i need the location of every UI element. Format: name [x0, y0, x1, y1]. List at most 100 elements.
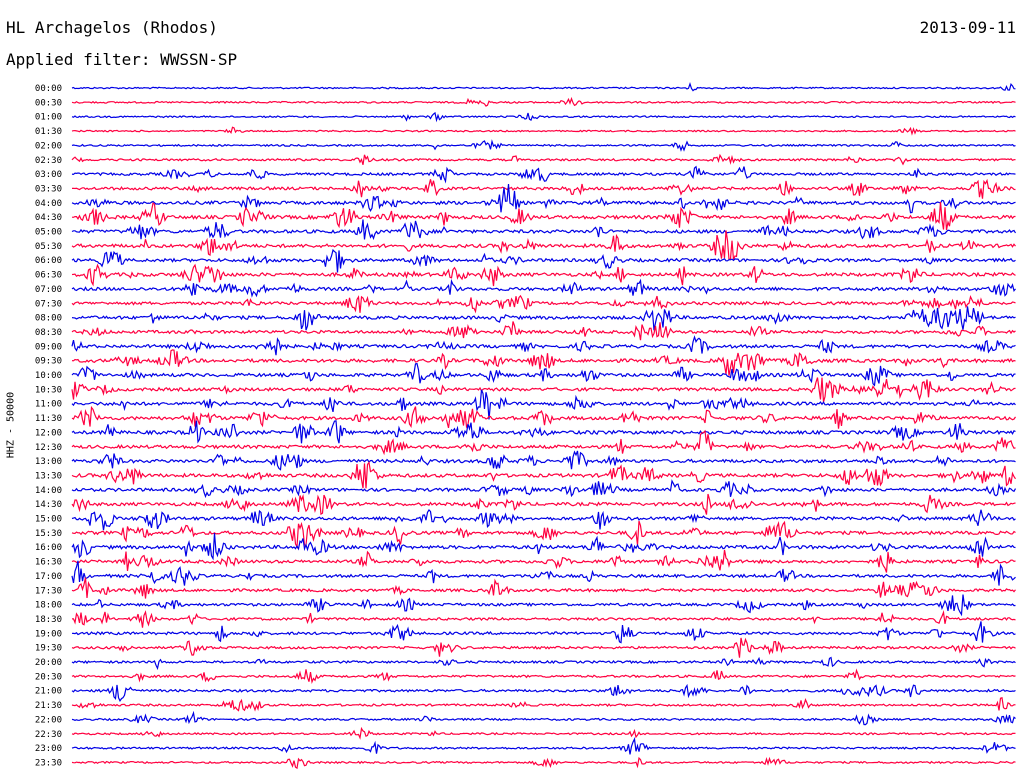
row-label: 07:30 — [35, 299, 62, 309]
row-label: 14:00 — [35, 486, 62, 496]
row-label: 11:30 — [35, 414, 62, 424]
trace-line — [71, 637, 1016, 658]
row-label: 23:00 — [35, 744, 62, 754]
row-label: 00:30 — [35, 98, 62, 108]
trace-line — [71, 429, 1016, 456]
trace-line — [71, 321, 1016, 341]
row-label: 08:30 — [35, 328, 62, 338]
trace-line — [71, 697, 1016, 712]
trace-line — [71, 520, 1016, 549]
row-label: 21:00 — [35, 687, 62, 697]
row-label: 19:00 — [35, 629, 62, 639]
trace-line — [71, 377, 1016, 403]
date-label: 2013-09-11 — [919, 18, 1016, 37]
row-label: 01:00 — [35, 113, 62, 123]
trace-line — [71, 230, 1016, 261]
trace-line — [71, 405, 1016, 429]
trace-line — [71, 737, 1016, 755]
trace-line — [71, 335, 1016, 356]
row-label: 12:00 — [35, 428, 62, 438]
row-label: 15:00 — [35, 515, 62, 525]
trace-line — [71, 756, 1016, 770]
trace-line — [71, 479, 1017, 499]
trace-line — [71, 111, 1016, 123]
row-label: 09:30 — [35, 357, 62, 367]
trace-line — [71, 349, 1016, 376]
row-label: 20:00 — [35, 658, 62, 668]
row-label: 02:00 — [35, 141, 62, 151]
row-label: 04:30 — [35, 213, 62, 223]
trace-line — [71, 668, 1016, 685]
trace-line — [71, 493, 1016, 516]
row-label: 21:30 — [35, 701, 62, 711]
trace-line — [71, 219, 1017, 241]
row-label: 11:00 — [35, 400, 62, 410]
row-label: 20:30 — [35, 672, 62, 682]
trace-line — [71, 683, 1016, 702]
row-label: 14:30 — [35, 500, 62, 510]
row-label: 16:00 — [35, 543, 62, 553]
row-label: 04:00 — [35, 199, 62, 209]
tick-label-group: 00:00 00:30 01:00 01:30 02:00 02:30 03:00 03:30… — [35, 84, 62, 768]
trace-line — [71, 184, 1016, 214]
trace-line — [71, 278, 1016, 298]
filter-label: Applied filter: WWSSN-SP — [6, 50, 238, 69]
trace-group — [71, 82, 1017, 770]
row-label: 10:30 — [35, 385, 62, 395]
trace-line — [71, 178, 1016, 199]
trace-line — [71, 532, 1016, 561]
row-label: 17:00 — [35, 572, 62, 582]
trace-line — [71, 461, 1016, 489]
row-label: 18:30 — [35, 615, 62, 625]
trace-line — [71, 621, 1016, 644]
row-label: 23:30 — [35, 758, 62, 768]
trace-line — [71, 126, 1016, 136]
trace-line — [71, 594, 1016, 617]
trace-line — [71, 153, 1016, 166]
row-label: 06:30 — [35, 271, 62, 281]
trace-line — [72, 610, 1016, 628]
row-label: 12:30 — [35, 443, 62, 453]
trace-line — [71, 362, 1016, 387]
row-label: 22:30 — [35, 730, 62, 740]
trace-line — [71, 560, 1016, 586]
row-label: 06:00 — [35, 256, 62, 266]
trace-line — [71, 450, 1016, 471]
trace-line — [71, 710, 1016, 726]
row-label: 22:00 — [35, 715, 62, 725]
row-label: 00:00 — [35, 84, 62, 94]
trace-line — [71, 389, 1016, 420]
station-title: HL Archagelos (Rhodos) — [6, 18, 218, 37]
trace-line — [71, 420, 1016, 444]
trace-line — [71, 82, 1016, 92]
row-label: 05:30 — [35, 242, 62, 252]
row-label: 17:30 — [35, 586, 62, 596]
row-label: 16:30 — [35, 558, 62, 568]
trace-line — [71, 726, 1016, 740]
row-label: 15:30 — [35, 529, 62, 539]
row-label: 01:30 — [35, 127, 62, 137]
trace-line — [71, 201, 1016, 231]
row-label: 13:30 — [35, 471, 62, 481]
row-label: 07:00 — [35, 285, 62, 295]
trace-line — [71, 248, 1016, 273]
trace-line — [71, 263, 1016, 287]
trace-line — [71, 656, 1016, 671]
row-label: 05:00 — [35, 228, 62, 238]
trace-line — [71, 577, 1016, 599]
trace-line — [71, 96, 1016, 107]
row-label: 13:00 — [35, 457, 62, 467]
trace-line — [71, 294, 1016, 314]
row-label: 19:30 — [35, 644, 62, 654]
row-label: 18:00 — [35, 601, 62, 611]
row-label: 03:00 — [35, 170, 62, 180]
trace-line — [71, 139, 1016, 152]
trace-line — [71, 306, 1016, 331]
row-label: 08:00 — [35, 314, 62, 324]
row-label: 10:00 — [35, 371, 62, 381]
row-label: 03:30 — [35, 184, 62, 194]
row-label: 09:00 — [35, 342, 62, 352]
row-label: 02:30 — [35, 156, 62, 166]
trace-line — [71, 165, 1016, 184]
